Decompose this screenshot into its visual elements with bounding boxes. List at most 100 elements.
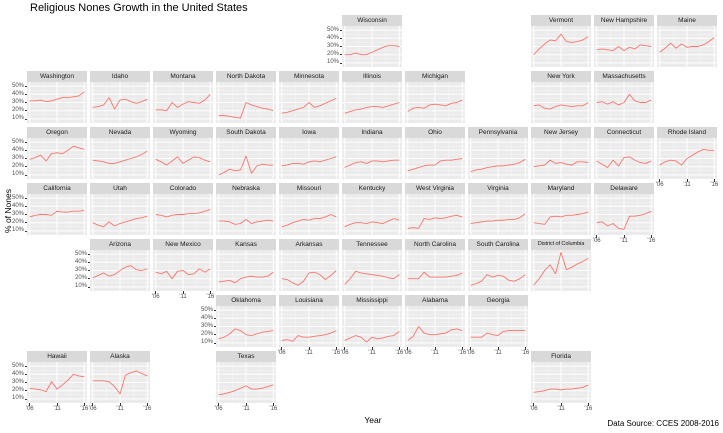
facet-chart-texas (216, 362, 276, 403)
facet-chart-arkansas (279, 250, 339, 291)
x-tick-label: '11 (116, 406, 124, 412)
x-tick-mark (155, 291, 157, 294)
facet-strip-virginia: Virginia (468, 183, 528, 194)
facet-texas: Texas (216, 351, 276, 403)
data-line-south-carolina (470, 274, 526, 286)
y-tick-label: 40% (11, 90, 24, 97)
facet-ohio: Ohio (405, 127, 465, 179)
facet-panel-hawaii (27, 362, 87, 403)
data-line-new-hampshire (596, 44, 652, 52)
y-tick-label: 50% (11, 194, 24, 201)
x-tick-mark (209, 291, 211, 294)
facet-panel-arizona (90, 250, 150, 291)
y-tick-mark (87, 270, 90, 271)
x-tick-mark (182, 291, 184, 294)
facet-chart-nebraska (216, 194, 276, 235)
y-tick-label: 30% (11, 155, 24, 161)
y-tick-label: 30% (11, 211, 24, 217)
x-tick-label: '16 (584, 406, 593, 412)
x-tick-label: '16 (332, 350, 341, 356)
facet-panel-alabama (405, 306, 465, 347)
facet-rhode-island: Rhode Island (657, 127, 717, 179)
facet-north-dakota: North Dakota (216, 71, 276, 123)
facet-chart-kentucky (342, 194, 402, 235)
x-tick-label: '06 (592, 238, 601, 244)
facet-chart-colorado (153, 194, 213, 235)
facet-panel-montana (153, 82, 213, 123)
data-line-washington (29, 91, 85, 103)
x-tick-mark (434, 347, 436, 350)
data-line-arizona (92, 265, 148, 279)
y-tick-mark (24, 205, 27, 207)
facet-strip-south-carolina: South Carolina (468, 239, 528, 250)
data-line-massachusetts (596, 93, 652, 106)
facet-strip-maine: Maine (657, 15, 717, 26)
data-line-illinois (344, 102, 400, 114)
plot-area: Wisconsin 50% 40% 30% 20% 10% Vermont New Hamps… (12, 15, 720, 412)
y-tick-label: 10% (11, 115, 24, 122)
y-tick-mark (213, 334, 216, 336)
x-tick-mark (497, 347, 499, 350)
y-tick-mark (24, 390, 27, 392)
facet-panel-vermont (531, 26, 591, 67)
facet-maine: Maine (657, 15, 717, 67)
facet-chart-louisiana (279, 306, 339, 347)
y-tick-mark (24, 398, 27, 400)
facet-panel-nebraska (216, 194, 276, 235)
facet-chart-mississippi (342, 306, 402, 347)
data-line-new-mexico (155, 268, 211, 280)
facet-strip-nebraska: Nebraska (216, 183, 276, 194)
facet-panel-texas (216, 362, 276, 403)
facet-district-of-columbia: District of Columbia (531, 239, 591, 291)
x-tick-mark (119, 403, 121, 406)
facet-strip-washington: Washington (27, 71, 87, 82)
y-tick-mark (24, 373, 27, 375)
data-line-louisiana (281, 330, 337, 342)
chart-title: Religious Nones Growth in the United Sta… (30, 2, 248, 14)
y-tick-label: 40% (11, 146, 24, 153)
facet-panel-oklahoma (216, 306, 276, 347)
facet-panel-kentucky (342, 194, 402, 235)
x-tick-mark (92, 403, 94, 406)
data-line-oklahoma (218, 328, 274, 340)
facet-panel-kansas (216, 250, 276, 291)
facet-chart-west-virginia (405, 194, 465, 235)
y-tick-mark (87, 286, 90, 288)
y-tick-mark (24, 365, 27, 367)
facet-strip-utah: Utah (90, 183, 150, 194)
data-source-caption: Data Source: CCES 2008-2016 (607, 419, 719, 428)
facet-kansas: Kansas (216, 239, 276, 291)
facet-hawaii: Hawaii (27, 351, 87, 403)
data-line-ohio (407, 158, 463, 172)
facet-panel-nevada (90, 138, 150, 179)
facet-chart-hawaii (27, 362, 87, 403)
facet-chart-maryland (531, 194, 591, 235)
data-line-delaware (596, 210, 652, 230)
data-line-utah (92, 215, 148, 228)
x-tick-mark (29, 403, 31, 406)
y-tick-mark (24, 158, 27, 159)
x-tick-label: '06 (88, 406, 97, 412)
facet-strip-tennessee: Tennessee (342, 239, 402, 250)
x-tick-mark (56, 403, 58, 406)
y-tick-label: 10% (200, 339, 213, 346)
y-tick-mark (24, 118, 27, 120)
facet-strip-wisconsin: Wisconsin (342, 15, 402, 26)
y-tick-mark (24, 149, 27, 151)
y-tick-mark (24, 85, 27, 87)
data-line-pennsylvania (470, 158, 526, 173)
facet-panel-west-virginia (405, 194, 465, 235)
x-tick-label: '11 (557, 406, 565, 412)
x-tick-label: '06 (655, 182, 664, 188)
facet-panel-massachusetts (594, 82, 654, 123)
facet-strip-wyoming: Wyoming (153, 127, 213, 138)
facet-chart-montana (153, 82, 213, 123)
facet-strip-rhode-island: Rhode Island (657, 127, 717, 138)
x-tick-label: '16 (395, 350, 404, 356)
facet-strip-oregon: Oregon (27, 127, 87, 138)
facet-new-jersey: New Jersey (531, 127, 591, 179)
facet-panel-washington (27, 82, 87, 123)
x-tick-label: '06 (529, 406, 538, 412)
facet-strip-alaska: Alaska (90, 351, 150, 362)
facet-vermont: Vermont (531, 15, 591, 67)
